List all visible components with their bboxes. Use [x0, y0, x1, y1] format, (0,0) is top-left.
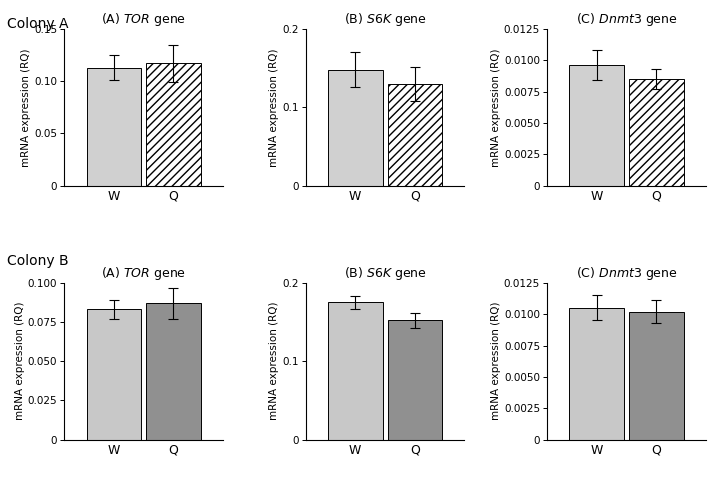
Bar — [86, 68, 141, 185]
Bar — [387, 84, 442, 185]
Bar — [328, 302, 383, 440]
Title: (C) $\mathit{Dnmt3}$ gene: (C) $\mathit{Dnmt3}$ gene — [575, 12, 677, 28]
Y-axis label: mRNA expression (RQ): mRNA expression (RQ) — [21, 48, 31, 167]
Text: Colony B: Colony B — [7, 254, 68, 268]
Bar — [570, 65, 624, 185]
Title: (B) $\mathit{S6K}$ gene: (B) $\mathit{S6K}$ gene — [344, 265, 426, 282]
Title: (C) $\mathit{Dnmt3}$ gene: (C) $\mathit{Dnmt3}$ gene — [575, 265, 677, 282]
Title: (A) $\mathit{TOR}$ gene: (A) $\mathit{TOR}$ gene — [101, 265, 186, 282]
Bar — [387, 320, 442, 440]
Y-axis label: mRNA expression (RQ): mRNA expression (RQ) — [15, 302, 25, 420]
Bar — [146, 63, 200, 185]
Bar — [629, 79, 684, 185]
Bar — [328, 70, 383, 185]
Text: Colony A: Colony A — [7, 17, 68, 31]
Title: (A) $\mathit{TOR}$ gene: (A) $\mathit{TOR}$ gene — [101, 12, 186, 28]
Y-axis label: mRNA expression (RQ): mRNA expression (RQ) — [270, 302, 279, 420]
Bar — [86, 310, 141, 440]
Y-axis label: mRNA expression (RQ): mRNA expression (RQ) — [491, 48, 501, 167]
Bar — [629, 312, 684, 440]
Bar — [570, 308, 624, 440]
Title: (B) $\mathit{S6K}$ gene: (B) $\mathit{S6K}$ gene — [344, 12, 426, 28]
Y-axis label: mRNA expression (RQ): mRNA expression (RQ) — [270, 48, 279, 167]
Bar — [146, 303, 200, 440]
Y-axis label: mRNA expression (RQ): mRNA expression (RQ) — [491, 302, 501, 420]
